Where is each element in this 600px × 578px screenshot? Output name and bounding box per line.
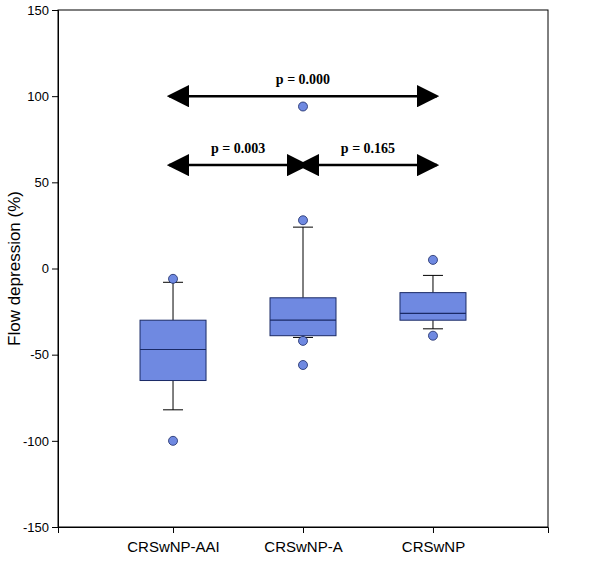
median: [400, 313, 466, 314]
y-tick: 150: [27, 3, 58, 18]
x-tick-label: CRSwNP-A: [264, 538, 342, 555]
box: [270, 102, 336, 370]
y-tick-line: [52, 10, 58, 11]
upper-cap: [293, 227, 313, 228]
x-tick: CRSwNP: [402, 527, 465, 555]
plot: -150-100-50050100150CRSwNP-AAICRSwNP-ACR…: [23, 3, 549, 555]
y-tick-line: [52, 527, 58, 528]
x-axis-line: [59, 528, 549, 534]
y-tick-label: -150: [23, 520, 49, 535]
y-tick: 100: [27, 89, 58, 104]
outlier: [428, 331, 437, 340]
annotations: p = 0.000 p = 0.003 p = 0.165: [169, 72, 437, 165]
x-tick-label: CRSwNP-AAI: [127, 538, 220, 555]
lower-cap: [163, 409, 183, 410]
y-tick-line: [52, 96, 58, 97]
outlier: [299, 216, 308, 225]
y-axis-line: [52, 11, 59, 528]
x-tick-line: [303, 527, 304, 533]
median: [270, 320, 336, 321]
outlier: [299, 102, 308, 111]
y-tick-label: -50: [30, 347, 49, 362]
annotation-arrow: [169, 95, 437, 98]
y-tick-label: 100: [27, 89, 49, 104]
annotation-arrow: [169, 164, 307, 167]
y-tick-label: -100: [23, 433, 49, 448]
annotation-arrow: [299, 164, 437, 167]
outlier: [299, 336, 308, 345]
y-tick-line: [52, 441, 58, 442]
x-tick-label: CRSwNP: [402, 538, 465, 555]
upper-whisker: [303, 227, 304, 298]
box-body: [270, 298, 336, 336]
box: [400, 255, 466, 340]
upper-whisker: [173, 282, 174, 320]
box-body: [140, 320, 206, 380]
y-tick: -50: [30, 347, 58, 362]
box-body: [400, 293, 466, 321]
y-tick: 0: [42, 261, 58, 276]
y-tick-line: [52, 269, 58, 270]
annotation-text: p = 0.003: [211, 141, 265, 156]
y-tick-label: 50: [35, 175, 49, 190]
y-tick-line: [52, 355, 58, 356]
lower-whisker: [432, 320, 433, 329]
box: [140, 274, 206, 445]
outlier: [169, 436, 178, 445]
outlier: [299, 361, 308, 370]
upper-whisker: [432, 275, 433, 292]
annotation-text: p = 0.165: [341, 141, 395, 156]
marks: [140, 102, 466, 445]
lower-whisker: [173, 381, 174, 410]
y-tick-label: 150: [27, 3, 49, 18]
x-tick-line: [173, 527, 174, 533]
x-tick-line: [433, 527, 434, 533]
median: [140, 349, 206, 350]
annotation-text: p = 0.000: [276, 72, 330, 87]
lower-cap: [423, 328, 443, 329]
y-axis: -150 -100 -50 0 50 100 150: [23, 3, 59, 535]
x-axis: CRSwNP-AAI CRSwNP-A CRSwNP: [59, 527, 549, 555]
y-tick: -100: [23, 433, 58, 448]
y-tick: 50: [35, 175, 58, 190]
y-tick: -150: [23, 520, 58, 535]
chart: -150-100-50050100150CRSwNP-AAICRSwNP-ACR…: [0, 0, 600, 578]
upper-cap: [423, 275, 443, 276]
y-tick-label: 0: [42, 261, 49, 276]
y-axis-title: Flow depression (%): [5, 191, 24, 346]
outlier: [169, 274, 178, 283]
plot-frame: [58, 10, 548, 527]
x-tick: CRSwNP-A: [264, 527, 342, 555]
x-tick: CRSwNP-AAI: [127, 527, 220, 555]
y-tick-line: [52, 182, 58, 183]
outlier: [428, 255, 437, 264]
